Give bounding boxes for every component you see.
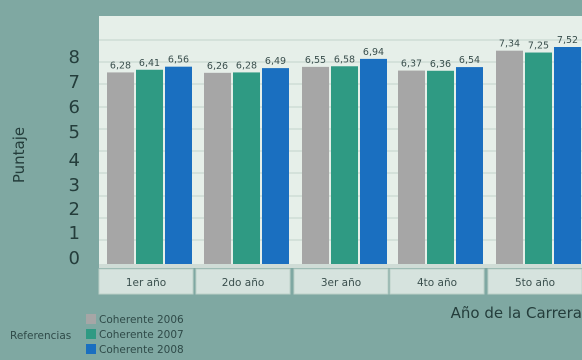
legend-item-2008: Coherente 2008 (86, 344, 184, 358)
bar (302, 66, 329, 264)
plot-floor (99, 264, 582, 268)
data-label: 6,56 (168, 55, 189, 66)
category-box (98, 268, 194, 295)
bar (496, 50, 523, 264)
y-axis-label: Puntaje (10, 127, 28, 183)
bar (204, 72, 231, 264)
data-label: 6,55 (305, 55, 326, 66)
data-label: 6,94 (363, 47, 384, 58)
bar (360, 58, 387, 264)
category-box (389, 268, 485, 295)
legend-item-2006: Coherente 2006 (86, 314, 184, 328)
bar (136, 69, 163, 264)
legend-label-2006: Coherente 2006 (99, 314, 184, 326)
legend-label-2007: Coherente 2007 (99, 329, 184, 341)
y-tick-label: 7 (69, 72, 80, 93)
x-tick-label: 2do año (222, 277, 265, 289)
y-tick-label: 2 (69, 199, 80, 220)
legend-swatch-2008 (86, 344, 96, 354)
legend-swatch-2006 (86, 314, 96, 324)
data-label: 6,54 (459, 55, 480, 66)
data-label: 6,41 (139, 58, 160, 69)
bar (262, 68, 289, 265)
y-tick-label: 8 (69, 47, 80, 68)
data-label: 7,25 (528, 41, 549, 52)
category-box (487, 268, 582, 295)
data-label: 6,58 (334, 54, 355, 65)
data-label: 7,34 (499, 39, 520, 50)
legend-label-2008: Coherente 2008 (99, 344, 184, 356)
bar (554, 47, 581, 264)
x-tick-label: 3er año (321, 277, 361, 289)
data-label: 6,37 (401, 59, 422, 70)
data-label: 6,28 (110, 60, 131, 71)
data-label: 6,36 (430, 59, 451, 70)
y-tick-label: 0 (69, 248, 80, 269)
bar (398, 70, 425, 264)
x-axis-label: Año de la Carrera (451, 304, 582, 322)
legend-item-2007: Coherente 2007 (86, 329, 184, 343)
bar (233, 72, 260, 264)
data-label: 6,26 (207, 61, 228, 72)
bar (427, 70, 454, 264)
x-tick-label: 5to año (515, 277, 555, 289)
y-tick-label: 6 (69, 97, 80, 118)
category-box (293, 268, 389, 295)
data-label: 7,52 (557, 35, 578, 46)
category-box (195, 268, 291, 295)
bar (165, 66, 192, 265)
x-tick-label: 1er año (126, 277, 166, 289)
legend-swatch-2007 (86, 329, 96, 339)
y-tick-label: 4 (69, 150, 80, 171)
data-label: 6,49 (265, 56, 286, 67)
legend-title: Referencias (10, 330, 72, 342)
x-tick-label: 4to año (417, 277, 457, 289)
bar (525, 52, 552, 264)
bar (107, 72, 134, 264)
bar (331, 66, 358, 265)
data-label: 6,28 (236, 60, 257, 71)
legend: Referencias Coherente 2006 Coherente 200… (10, 314, 210, 356)
y-tick-label: 1 (69, 223, 80, 244)
y-tick-label: 3 (69, 175, 80, 196)
y-tick-label: 5 (69, 122, 80, 143)
bar (456, 67, 483, 264)
